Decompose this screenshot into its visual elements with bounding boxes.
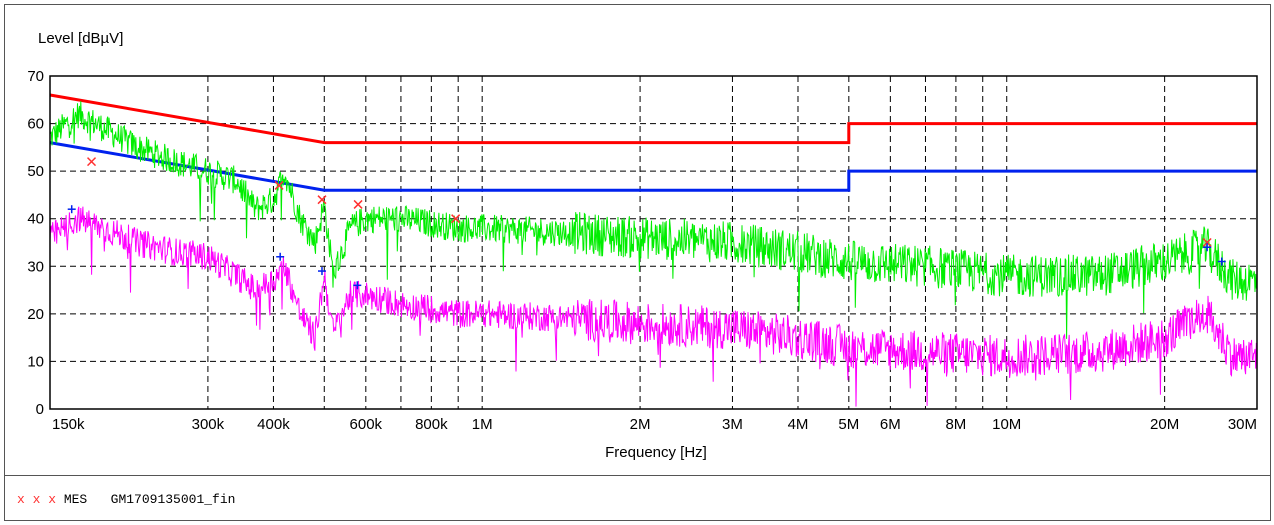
- x-tick-label: 3M: [722, 416, 743, 433]
- y-tick-label: 20: [27, 306, 44, 323]
- x-tick-label: 10M: [992, 416, 1021, 433]
- x-axis-title: Frequency [Hz]: [605, 444, 707, 461]
- quasi-peak-marker: [274, 180, 284, 190]
- y-axis-title: Level [dBµV]: [38, 30, 123, 47]
- limit-line-average: [49, 141, 1257, 192]
- marker-stroke: [274, 180, 284, 190]
- average-scan-trace: [49, 206, 1258, 407]
- limit-line-quasi-peak: [49, 93, 1257, 145]
- average-marker: [276, 252, 285, 261]
- marker-stroke: [317, 195, 327, 205]
- quasi-peak-marker: [87, 157, 97, 167]
- x-tick-label: 400k: [257, 416, 290, 433]
- plot-area-border: [49, 75, 1258, 410]
- x-tick-label: 20M: [1150, 416, 1179, 433]
- quasi-peak-marker: [317, 195, 327, 205]
- x-tick-label: 150k: [52, 416, 85, 433]
- x-tick-label: 30M: [1228, 416, 1257, 433]
- y-tick-label: 60: [27, 116, 44, 133]
- quasi-peak-marker: [1202, 237, 1212, 248]
- x-tick-label: 800k: [415, 416, 448, 433]
- x-tick-label: 300k: [192, 416, 225, 433]
- marker-stroke: [87, 157, 97, 167]
- marker-stroke: [353, 199, 363, 209]
- legend-marker-symbols: x x x: [17, 492, 57, 507]
- x-tick-label: 4M: [788, 416, 809, 433]
- average-marker: [317, 267, 326, 276]
- legend-prefix: MES: [63, 492, 88, 507]
- legend-divider: [5, 475, 1270, 476]
- axis-tick-labels: 0 10 20 30 40 50 60 70 150k 300k 400k 600k 800k 1M 2M 3…: [27, 68, 1257, 433]
- plot-markers: [67, 157, 1226, 290]
- quasi-peak-marker: [353, 199, 363, 209]
- plot-series: [49, 93, 1258, 407]
- legend-measurement-name: GM1709135001_fin: [110, 492, 236, 507]
- measurement-legend: x x x MES GM1709135001_fin: [17, 492, 235, 507]
- x-tick-label: 6M: [880, 416, 901, 433]
- average-marker: [353, 281, 362, 290]
- x-tick-label: 5M: [838, 416, 859, 433]
- y-tick-label: 0: [36, 401, 44, 418]
- quasi-peak-marker: [451, 214, 461, 224]
- peak-scan-trace: [49, 101, 1258, 339]
- y-tick-label: 70: [27, 68, 44, 85]
- x-tick-label: 2M: [630, 416, 651, 433]
- marker-stroke: [451, 214, 461, 224]
- y-tick-label: 30: [27, 258, 44, 275]
- y-tick-label: 10: [27, 353, 44, 370]
- emi-chart: Level [dBµV] Frequency [Hz] 0 10 20 30 40 50 6…: [27, 30, 1258, 461]
- average-marker: [67, 205, 76, 214]
- x-tick-label: 600k: [350, 416, 383, 433]
- y-tick-label: 50: [27, 163, 44, 180]
- x-tick-label: 8M: [945, 416, 966, 433]
- x-tick-label: 1M: [472, 416, 493, 433]
- average-marker: [1203, 243, 1212, 252]
- average-marker: [1217, 257, 1226, 266]
- y-tick-label: 40: [27, 211, 44, 228]
- marker-stroke: [1202, 237, 1212, 248]
